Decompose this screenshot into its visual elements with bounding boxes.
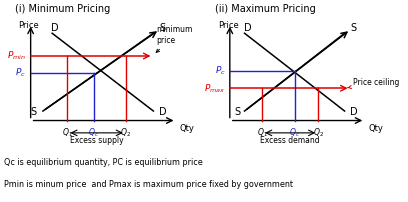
Text: Price: Price (18, 21, 39, 30)
Text: $Q_1$: $Q_1$ (62, 126, 73, 139)
Text: Qty: Qty (368, 124, 383, 133)
Text: $Q_2$: $Q_2$ (120, 126, 131, 139)
Text: Qty: Qty (180, 124, 194, 133)
Text: (ii) Maximum Pricing: (ii) Maximum Pricing (215, 4, 316, 14)
Text: $Q_2$: $Q_2$ (313, 126, 324, 139)
Text: $P_{min}$: $P_{min}$ (7, 50, 26, 62)
Text: S: S (350, 23, 357, 34)
Text: S: S (31, 107, 37, 117)
Text: Qc is equilibrium quantity, PC is equilibrium price: Qc is equilibrium quantity, PC is equili… (4, 158, 203, 167)
Text: $P_c$: $P_c$ (15, 67, 26, 79)
Text: D: D (244, 23, 251, 33)
Text: (i) Minimum Pricing: (i) Minimum Pricing (16, 4, 111, 14)
Text: minimum
price: minimum price (156, 25, 193, 52)
Text: $P_c$: $P_c$ (215, 65, 225, 77)
Text: D: D (350, 107, 357, 117)
Text: D: D (51, 23, 59, 33)
Text: $Q_1$: $Q_1$ (257, 126, 268, 139)
Text: $Q_c$: $Q_c$ (88, 126, 99, 139)
Text: $P_{max}$: $P_{max}$ (204, 82, 225, 95)
Text: Excess supply: Excess supply (70, 136, 124, 145)
Text: Excess demand: Excess demand (260, 136, 320, 145)
Text: D: D (159, 107, 166, 117)
Text: $Q_c$: $Q_c$ (289, 126, 300, 139)
Text: S: S (160, 23, 166, 34)
Text: Price ceiling: Price ceiling (348, 78, 400, 88)
Text: Pmin is minum price  and Pmax is maximum price fixed by government: Pmin is minum price and Pmax is maximum … (4, 180, 293, 189)
Text: Price: Price (218, 21, 239, 30)
Text: S: S (234, 107, 240, 117)
